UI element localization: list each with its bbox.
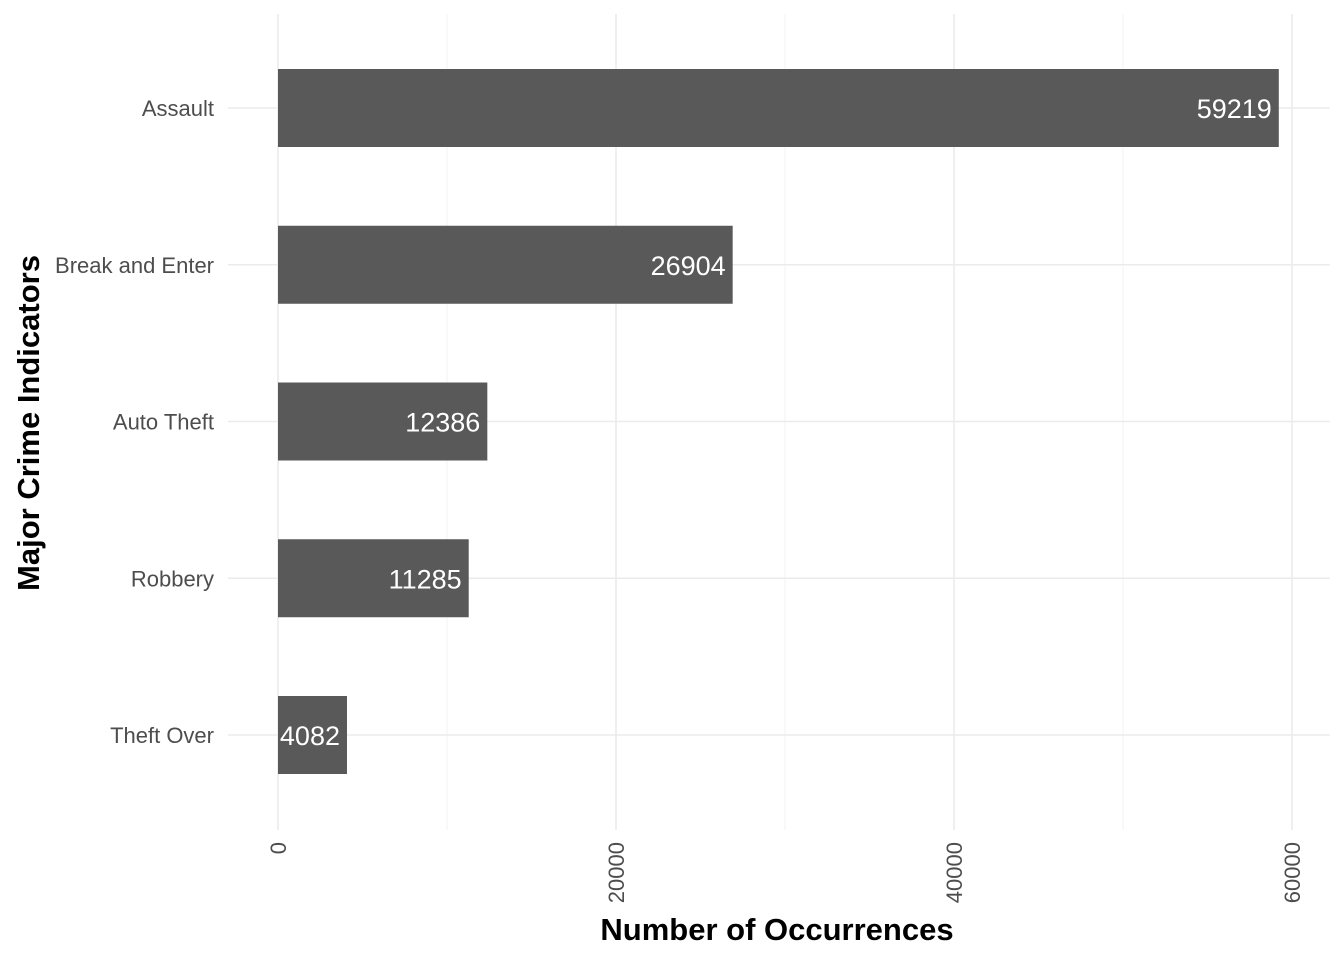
y-tick-label: Auto Theft bbox=[113, 410, 214, 435]
x-tick-label: 60000 bbox=[1280, 842, 1305, 903]
y-tick-label: Robbery bbox=[131, 566, 214, 591]
y-tick-label: Break and Enter bbox=[55, 253, 214, 278]
bar bbox=[278, 539, 469, 618]
bar-value-label: 59219 bbox=[1197, 94, 1272, 124]
x-tick-label: 0 bbox=[266, 842, 291, 854]
bar-value-labels: 59219 26904 12386 11285 4082 bbox=[280, 94, 1272, 751]
bar-value-label: 26904 bbox=[651, 251, 726, 281]
y-axis-tick-labels: Assault Break and Enter Auto Theft Robbery T… bbox=[55, 96, 214, 748]
x-tick-label: 20000 bbox=[604, 842, 629, 903]
bar-value-label: 11285 bbox=[389, 564, 462, 594]
x-axis-title: Number of Occurrences bbox=[600, 912, 953, 947]
bar-value-label: 4082 bbox=[280, 721, 340, 751]
bar bbox=[278, 696, 347, 774]
bar-value-label: 12386 bbox=[405, 408, 480, 438]
bar bbox=[278, 382, 488, 461]
x-tick-label: 40000 bbox=[942, 842, 967, 903]
bar bbox=[278, 69, 1279, 147]
y-tick-label: Theft Over bbox=[110, 723, 214, 748]
x-axis-tick-labels: 0 20000 40000 60000 bbox=[266, 842, 1305, 903]
bar bbox=[278, 225, 733, 304]
y-tick-label: Assault bbox=[142, 96, 214, 121]
y-axis-title: Major Crime Indicators bbox=[11, 255, 46, 591]
bars bbox=[278, 69, 1279, 774]
